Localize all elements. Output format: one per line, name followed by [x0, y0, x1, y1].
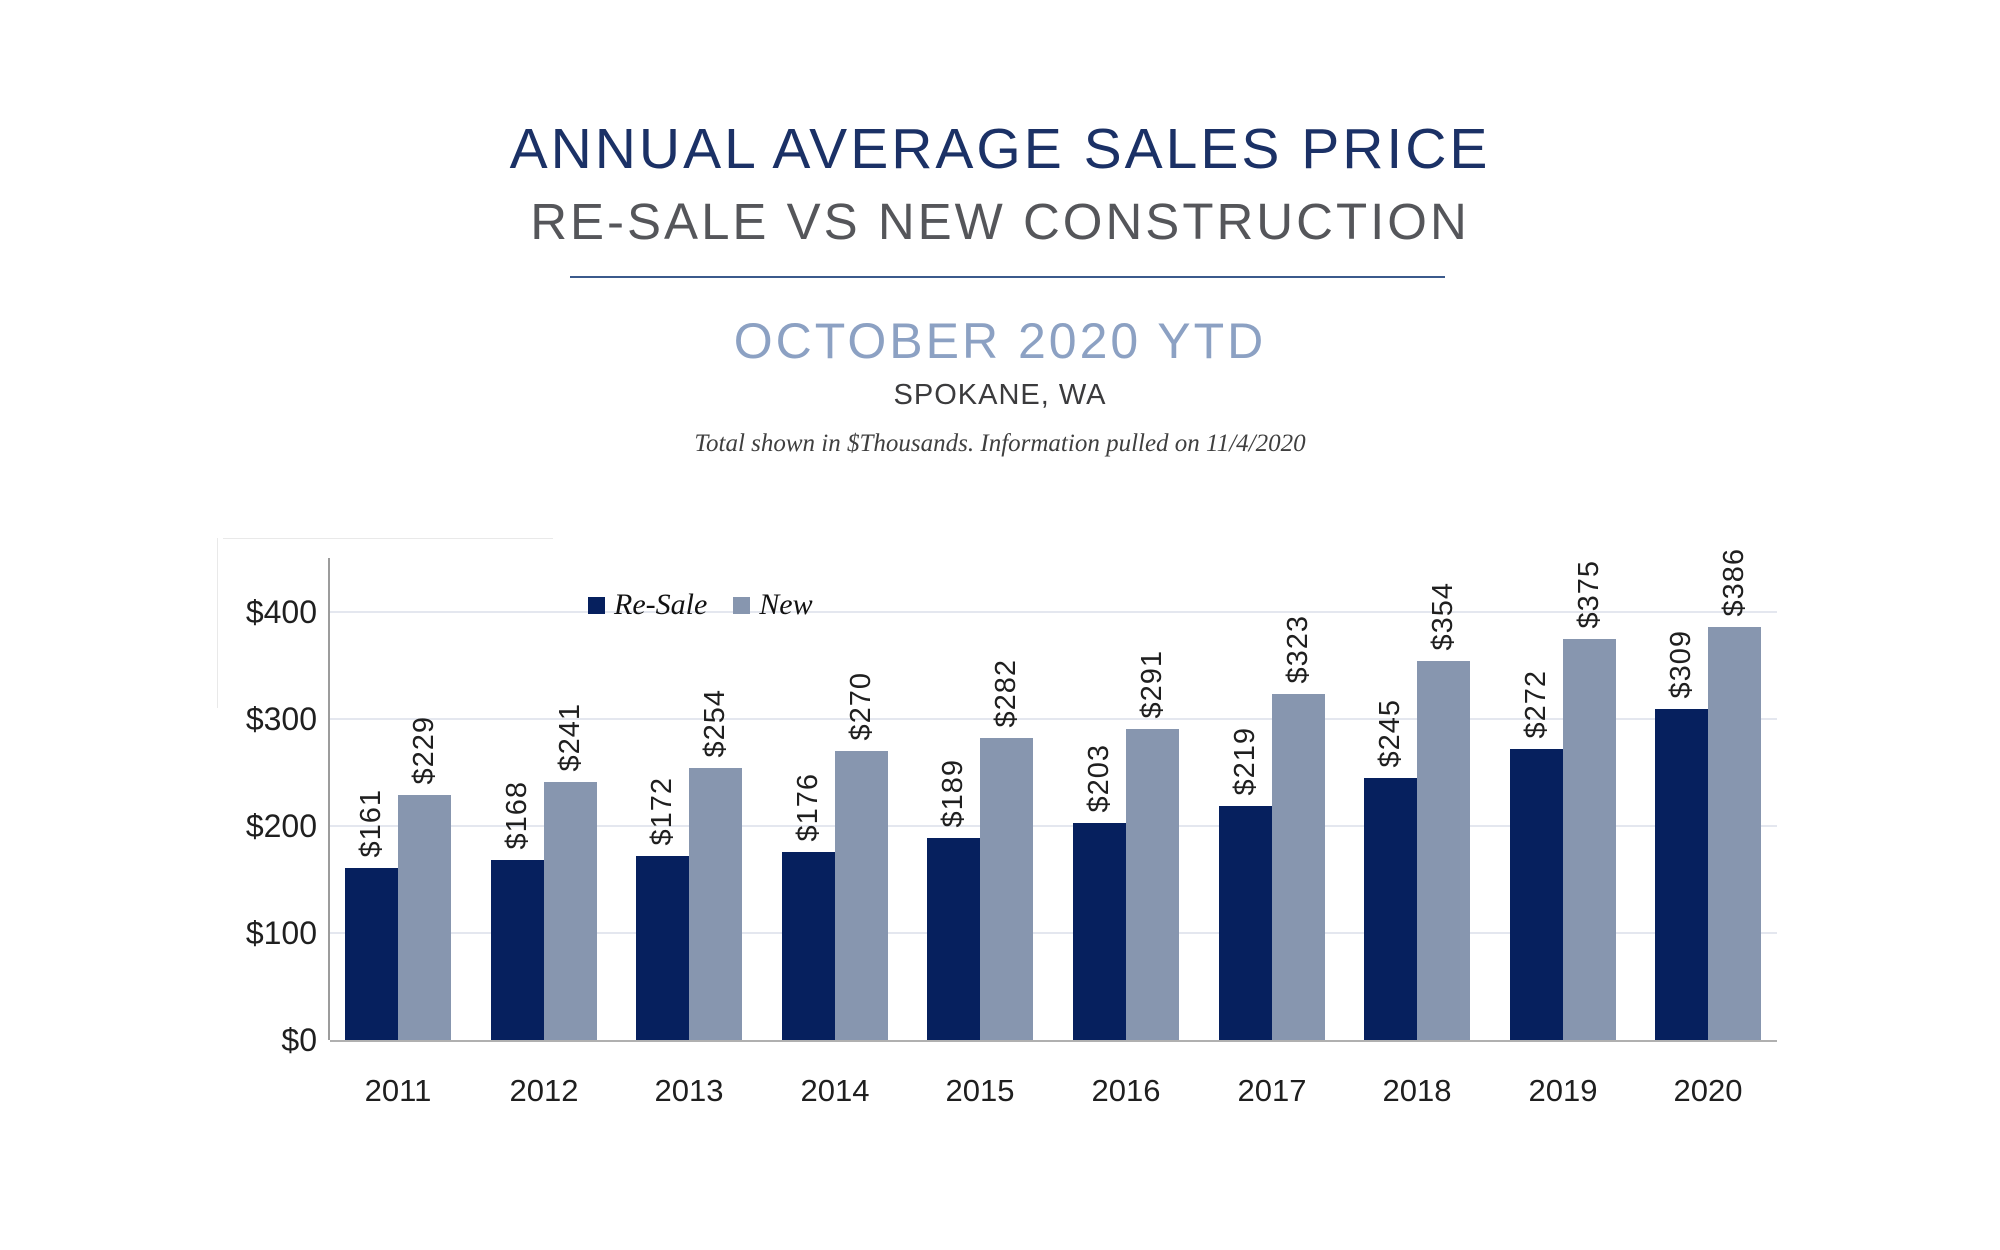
y-tick-label: $200: [245, 808, 317, 844]
x-tick-label-2014: 2014: [800, 1073, 870, 1108]
bar-resale-2018: [1364, 778, 1417, 1040]
page-subtitle: RE-SALE VS NEW CONSTRUCTION: [530, 193, 1470, 250]
x-tick-label-2015: 2015: [945, 1073, 1015, 1108]
y-tick-label: $100: [245, 915, 317, 951]
bar-value-label: $245: [1364, 699, 1417, 768]
x-tick-label-2017: 2017: [1237, 1073, 1307, 1108]
page-title: ANNUAL AVERAGE SALES PRICE: [509, 117, 1491, 181]
x-tick-label-2012: 2012: [509, 1073, 579, 1108]
divider-line: [570, 276, 1445, 278]
bar-new-2017: [1272, 694, 1325, 1040]
bar-new-2013: [689, 768, 742, 1040]
bar-value-text: $172: [646, 777, 678, 846]
bar-value-label: $323: [1272, 615, 1325, 684]
bar-new-2020: [1708, 627, 1761, 1040]
bar-new-2016: [1126, 729, 1179, 1040]
bar-value-text: $354: [1427, 582, 1459, 651]
bar-resale-2011: [345, 868, 398, 1040]
bar-value-text: $161: [355, 789, 387, 858]
bar-value-label: $354: [1417, 582, 1470, 651]
bar-resale-2015: [927, 838, 980, 1040]
bar-value-text: $270: [845, 672, 877, 741]
chart-frame-left: [217, 538, 218, 708]
legend-item-resale: Re-Sale: [588, 588, 707, 622]
bar-value-text: $203: [1083, 744, 1115, 813]
bar-value-label: $375: [1563, 560, 1616, 629]
legend-swatch-icon: [733, 596, 751, 614]
bar-value-label: $270: [835, 672, 888, 741]
bar-value-label: $309: [1655, 630, 1708, 699]
bar-value-text: $254: [699, 689, 731, 758]
bar-resale-2017: [1219, 806, 1272, 1040]
bar-new-2014: [835, 751, 888, 1040]
bar-value-label: $229: [398, 716, 451, 785]
bar-value-text: $189: [937, 759, 969, 828]
footnote: Total shown in $Thousands. Information p…: [694, 430, 1306, 457]
x-tick-label-2011: 2011: [364, 1073, 432, 1108]
bar-value-text: $241: [554, 703, 586, 772]
y-tick-label: $300: [245, 701, 317, 737]
bar-resale-2014: [782, 852, 835, 1040]
bar-value-text: $176: [792, 773, 824, 842]
chart-frame-top: [223, 538, 553, 539]
gridline-100: [330, 932, 1777, 934]
bar-value-label: $168: [491, 781, 544, 850]
bar-resale-2019: [1510, 749, 1563, 1040]
bar-value-text: $309: [1665, 630, 1697, 699]
gridline-300: [330, 718, 1777, 720]
bar-value-text: $245: [1374, 699, 1406, 768]
location-label: SPOKANE, WA: [893, 379, 1107, 411]
legend-label: Re-Sale: [614, 588, 708, 621]
legend: Re-Sale New: [588, 588, 813, 622]
bar-value-text: $168: [501, 781, 533, 850]
legend-label: New: [759, 588, 813, 621]
bar-new-2012: [544, 782, 597, 1040]
x-axis-line: [330, 1040, 1777, 1042]
bar-value-text: $375: [1573, 560, 1605, 629]
y-axis-line: [328, 558, 330, 1040]
bar-value-label: $282: [980, 659, 1033, 728]
bar-value-text: $291: [1136, 650, 1168, 719]
bar-value-text: $272: [1520, 670, 1552, 739]
bar-resale-2016: [1073, 823, 1126, 1040]
bar-value-text: $229: [408, 716, 440, 785]
bar-resale-2020: [1655, 709, 1708, 1040]
x-tick-label-2019: 2019: [1528, 1073, 1598, 1108]
bar-value-label: $161: [345, 789, 398, 858]
bar-value-label: $241: [544, 703, 597, 772]
bar-new-2015: [980, 738, 1033, 1040]
bar-value-label: $219: [1219, 727, 1272, 796]
gridline-400: [330, 611, 1777, 613]
period-title: OCTOBER 2020 YTD: [733, 313, 1267, 369]
x-tick-label-2020: 2020: [1673, 1073, 1743, 1108]
plot-area: $161 $229 $168 $241 $172 $254 $176 $270 $189 $282…: [328, 533, 1777, 1042]
gridline-200: [330, 825, 1777, 827]
bar-resale-2012: [491, 860, 544, 1040]
bar-new-2018: [1417, 661, 1470, 1040]
bar-value-label: $172: [636, 777, 689, 846]
bar-resale-2013: [636, 856, 689, 1040]
legend-swatch-icon: [588, 596, 605, 614]
bar-value-text: $282: [990, 659, 1022, 728]
bar-value-label: $386: [1708, 548, 1761, 617]
bar-value-text: $219: [1229, 727, 1261, 796]
bar-new-2019: [1563, 639, 1616, 1040]
bar-value-label: $272: [1510, 670, 1563, 739]
x-tick-label-2018: 2018: [1382, 1073, 1452, 1108]
y-tick-label: $400: [245, 594, 317, 630]
bar-value-label: $254: [689, 689, 742, 758]
bar-new-2011: [398, 795, 451, 1040]
bar-value-text: $323: [1282, 615, 1314, 684]
bar-value-label: $176: [782, 773, 835, 842]
bar-chart: $161 $229 $168 $241 $172 $254 $176 $270 $189 $282…: [217, 533, 1792, 1143]
x-tick-label-2013: 2013: [654, 1073, 724, 1108]
bar-value-label: $291: [1126, 650, 1179, 719]
bar-value-label: $203: [1073, 744, 1126, 813]
x-tick-label-2016: 2016: [1091, 1073, 1161, 1108]
y-tick-label: $0: [281, 1022, 317, 1058]
legend-item-new: New: [733, 588, 813, 622]
bar-value-label: $189: [927, 759, 980, 828]
bar-value-text: $386: [1718, 548, 1750, 617]
